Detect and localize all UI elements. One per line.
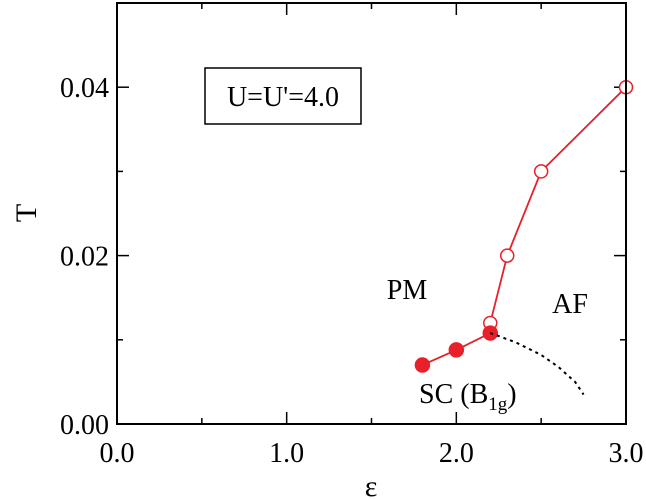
x-tick-label: 2.0 (439, 438, 474, 469)
y-tick-label: 0.00 (60, 410, 109, 441)
x-tick-label: 0.0 (100, 438, 135, 469)
sc-label-sub2: g (498, 394, 508, 415)
region-label-sc: SC (B1g) (419, 379, 517, 415)
sc-label-sub1: 1 (488, 394, 498, 415)
y-tick-label: 0.04 (60, 73, 109, 104)
parameter-box (204, 67, 362, 125)
region-label-pm: PM (387, 275, 428, 306)
series-line-3 (489, 332, 585, 396)
filled-data-point (448, 342, 465, 358)
series-group (414, 79, 634, 396)
open-data-point (533, 164, 549, 179)
x-tick-label: 1.0 (269, 438, 304, 469)
sc-label-close: ) (507, 379, 516, 410)
plot-frame (116, 2, 627, 425)
series-line-1 (489, 86, 627, 324)
y-axis-label: T (10, 204, 43, 222)
filled-data-point (414, 357, 431, 373)
x-tick-label: 3.0 (609, 438, 644, 469)
region-label-af: AF (552, 289, 588, 320)
x-axis-label: ε (365, 470, 378, 500)
y-tick-label: 0.02 (60, 242, 109, 273)
sc-label-main: SC (B (419, 379, 488, 410)
parameter-box-label: U=U'=4.0 (227, 82, 339, 113)
open-data-point (499, 248, 515, 263)
